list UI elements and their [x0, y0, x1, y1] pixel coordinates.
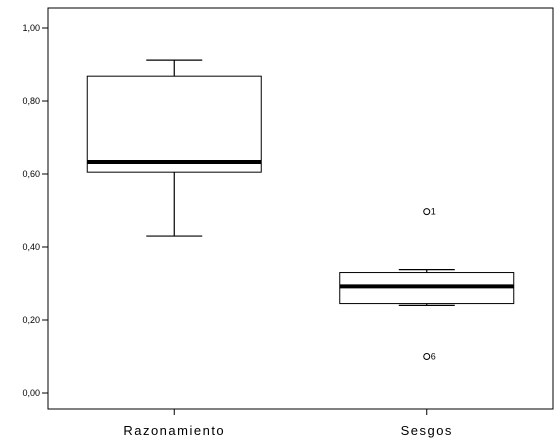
y-tick-label: 0,60	[22, 169, 40, 179]
outlier-point	[423, 208, 431, 216]
y-tick-label: 0,00	[22, 388, 40, 398]
plot-frame	[47, 7, 554, 410]
outlier-label: 6	[431, 352, 436, 362]
x-category-label: Sesgos	[401, 423, 453, 438]
boxes: 16	[86, 59, 515, 362]
box-iqr	[86, 75, 262, 173]
x-axis: Razonamiento Sesgos	[123, 409, 453, 438]
outlier-label: 1	[431, 207, 436, 217]
box-razonamiento	[86, 59, 262, 237]
y-tick-label: 1,00	[22, 23, 40, 33]
y-tick-label: 0,80	[22, 96, 40, 106]
y-tick-label: 0,20	[22, 315, 40, 325]
x-category-label: Razonamiento	[123, 423, 225, 438]
box-sesgos: 16	[339, 207, 515, 362]
y-axis: 0,00 0,20 0,40 0,60 0,80 1,00	[22, 23, 48, 398]
outlier-point	[423, 353, 431, 360]
y-tick-label: 0,40	[22, 242, 40, 252]
